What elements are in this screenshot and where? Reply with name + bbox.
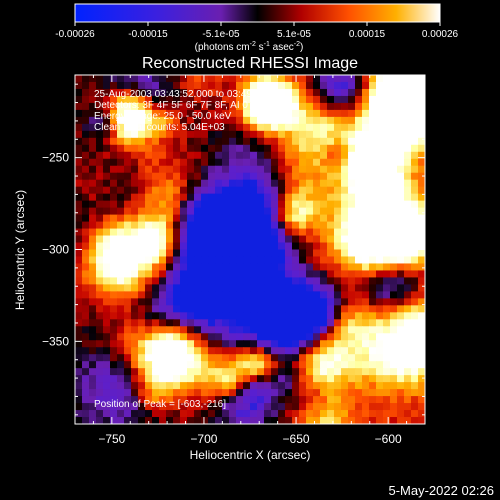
x-tick-label: −700 xyxy=(190,432,217,446)
colorbar-tick-label: 0.00026 xyxy=(422,29,459,40)
x-axis-label: Heliocentric X (arcsec) xyxy=(190,448,311,462)
timestamp: 5-May-2022 02:26 xyxy=(388,483,494,498)
colorbar: -0.00026 -0.00015 -5.1e-05 5.1e-05 0.00015 0.… xyxy=(55,3,459,53)
y-tick-label: −250 xyxy=(42,151,69,165)
y-axis-label: Heliocentric Y (arcsec) xyxy=(13,190,27,310)
info-line: Detectors: 3F 4F 5F 6F 7F 8F, AI 0 xyxy=(94,100,248,111)
x-tick-label: −600 xyxy=(375,432,402,446)
x-axis-ticks: −750 −700 −650 −600 xyxy=(92,75,426,446)
colorbar-gradient xyxy=(74,3,441,23)
x-tick-label: −650 xyxy=(283,432,310,446)
chart-title: Reconstructed RHESSI Image xyxy=(142,55,358,72)
y-axis-ticks: −250 −300 −350 xyxy=(42,83,425,416)
colorbar-tick-label: -5.1e-05 xyxy=(202,29,240,40)
x-tick-label: −750 xyxy=(98,432,125,446)
info-line: 25-Aug-2003 03:43:52.000 to 03:49:52.000 xyxy=(94,89,286,100)
y-tick-label: −300 xyxy=(42,243,69,257)
heatmap-image xyxy=(75,75,425,424)
colorbar-tick-label: -0.00026 xyxy=(55,29,95,40)
y-tick-label: −350 xyxy=(42,334,69,348)
colorbar-ticks: -0.00026 -0.00015 -5.1e-05 5.1e-05 0.00015 0.… xyxy=(55,22,459,40)
info-line: Energy Range: 25.0 - 50.0 keV xyxy=(94,111,232,122)
colorbar-tick-label: -0.00015 xyxy=(128,29,168,40)
colorbar-tick-label: 0.00015 xyxy=(349,29,386,40)
peak-position-label: Position of Peak = [-603,-216] xyxy=(94,399,226,410)
colorbar-unit: (photons cm-2 s-1 asec-2) xyxy=(195,41,304,53)
info-line: Clean Total counts: 5.04E+03 xyxy=(94,122,225,133)
info-overlay: 25-Aug-2003 03:43:52.000 to 03:49:52.000… xyxy=(94,89,286,133)
colorbar-tick-label: 5.1e-05 xyxy=(277,29,311,40)
